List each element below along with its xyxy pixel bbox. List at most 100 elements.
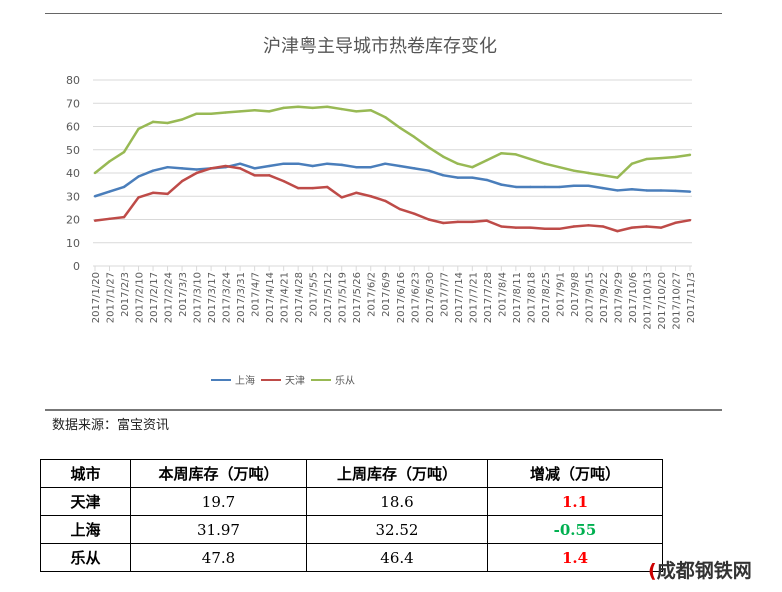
data-point bbox=[456, 162, 460, 165]
data-point bbox=[500, 183, 503, 186]
data-point bbox=[325, 105, 329, 108]
x-tick-label: 2017/6/30 bbox=[425, 272, 436, 323]
data-point bbox=[471, 176, 474, 179]
data-point bbox=[543, 185, 547, 189]
data-point bbox=[369, 165, 372, 169]
data-point bbox=[384, 162, 387, 165]
data-point bbox=[180, 118, 184, 121]
data-point bbox=[471, 165, 474, 169]
data-point bbox=[558, 227, 561, 230]
data-point bbox=[180, 179, 184, 183]
data-point bbox=[151, 120, 155, 124]
x-tick-label: 2017/6/23 bbox=[410, 272, 421, 323]
data-point bbox=[471, 220, 474, 224]
x-tick-label: 2017/8/11 bbox=[512, 272, 523, 323]
header-change: 增减（万吨） bbox=[487, 459, 663, 488]
x-tick-label: 2017/5/19 bbox=[338, 272, 349, 323]
data-point bbox=[558, 165, 561, 169]
data-point bbox=[413, 167, 416, 170]
data-point bbox=[601, 186, 605, 190]
data-point bbox=[529, 226, 532, 229]
data-point bbox=[137, 196, 140, 199]
data-point bbox=[485, 178, 489, 182]
data-point bbox=[543, 227, 547, 230]
x-tick-label: 2017/2/17 bbox=[149, 272, 160, 323]
data-point bbox=[398, 126, 401, 129]
y-tick-label: 40 bbox=[66, 167, 80, 180]
last-week: 32.52 bbox=[306, 515, 488, 544]
top-border bbox=[45, 13, 722, 14]
x-tick-label: 2017/11/3 bbox=[686, 272, 697, 323]
data-point bbox=[93, 171, 97, 175]
data-point bbox=[659, 156, 663, 160]
data-point bbox=[253, 167, 256, 170]
x-tick-label: 2017/1/27 bbox=[106, 272, 117, 323]
data-point bbox=[645, 225, 648, 228]
data-point bbox=[267, 174, 271, 177]
x-tick-label: 2017/7/7 bbox=[439, 272, 450, 317]
data-point bbox=[529, 185, 532, 189]
data-point bbox=[151, 191, 155, 194]
legend-label: 天津 bbox=[285, 375, 305, 387]
x-tick-label: 2017/4/28 bbox=[294, 272, 305, 323]
data-point bbox=[413, 135, 416, 139]
x-tick-label: 2017/3/10 bbox=[193, 272, 204, 323]
data-point bbox=[238, 110, 242, 113]
data-point bbox=[108, 160, 111, 163]
data-point bbox=[384, 116, 387, 119]
data-point bbox=[325, 162, 329, 165]
x-tick-label: 2017/8/25 bbox=[541, 272, 552, 323]
data-point bbox=[369, 195, 372, 198]
y-tick-label: 50 bbox=[66, 144, 80, 157]
data-point bbox=[166, 192, 169, 196]
table-row: 上海 31.97 32.52 -0.55 bbox=[40, 515, 663, 544]
data-point bbox=[514, 185, 518, 189]
x-tick-label: 2017/10/13 bbox=[642, 272, 653, 330]
x-tick-label: 2017/3/24 bbox=[222, 272, 233, 323]
data-point bbox=[514, 226, 518, 229]
header-city: 城市 bbox=[40, 459, 131, 488]
data-point bbox=[630, 162, 634, 165]
watermark-logo: (成都钢铁网 bbox=[648, 560, 752, 582]
data-point bbox=[340, 107, 343, 111]
data-point bbox=[616, 229, 619, 233]
data-point bbox=[209, 112, 213, 115]
data-point bbox=[340, 163, 343, 167]
data-point bbox=[456, 220, 460, 224]
y-tick-label: 20 bbox=[66, 214, 80, 227]
data-point bbox=[253, 174, 256, 177]
city: 上海 bbox=[40, 515, 131, 544]
series-line-1 bbox=[94, 164, 691, 233]
x-tick-label: 2017/7/21 bbox=[468, 272, 479, 323]
data-point bbox=[529, 157, 532, 161]
x-tick-label: 2017/10/20 bbox=[657, 272, 668, 330]
data-point bbox=[151, 169, 155, 172]
y-tick-label: 0 bbox=[73, 260, 80, 273]
series-line-0 bbox=[94, 162, 691, 198]
data-point bbox=[442, 221, 445, 225]
x-tick-label: 2017/8/18 bbox=[526, 272, 537, 323]
data-point bbox=[427, 146, 430, 149]
data-point bbox=[427, 169, 430, 172]
x-tick-label: 2017/3/31 bbox=[236, 272, 247, 323]
data-point bbox=[500, 152, 503, 155]
data-point bbox=[442, 174, 445, 177]
data-point bbox=[659, 189, 663, 192]
x-tick-label: 2017/2/24 bbox=[164, 272, 175, 323]
data-point bbox=[572, 225, 576, 228]
data-point bbox=[398, 207, 401, 211]
data-point bbox=[442, 155, 445, 158]
data-point bbox=[384, 199, 387, 203]
data-point bbox=[282, 106, 285, 110]
legend-label: 乐从 bbox=[335, 375, 355, 387]
data-point bbox=[674, 189, 677, 193]
data-point bbox=[296, 186, 300, 190]
watermark-text: 成都钢铁网 bbox=[656, 560, 752, 582]
x-tick-label: 2017/2/3 bbox=[120, 272, 131, 317]
this-week: 31.97 bbox=[130, 515, 307, 544]
x-tick-label: 2017/3/3 bbox=[178, 272, 189, 317]
data-point bbox=[108, 217, 111, 221]
data-point bbox=[238, 167, 242, 170]
data-point bbox=[369, 109, 372, 112]
x-tick-label: 2017/4/14 bbox=[265, 272, 276, 323]
